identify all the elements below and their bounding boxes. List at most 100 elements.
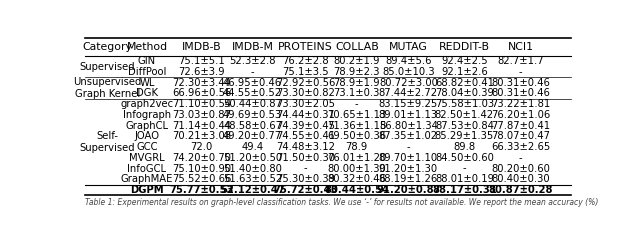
Text: 51.40±0.80: 51.40±0.80 [223, 164, 282, 173]
Text: 87.53±0.84: 87.53±0.84 [435, 121, 494, 131]
Text: IMDB-B: IMDB-B [182, 42, 221, 52]
Text: PROTEINS: PROTEINS [278, 42, 333, 52]
Text: 74.48±3.12: 74.48±3.12 [276, 142, 335, 152]
Text: 72.6±3.9: 72.6±3.9 [178, 67, 225, 77]
Text: 73.30±0.82: 73.30±0.82 [276, 88, 335, 98]
Text: 75.77±0.53: 75.77±0.53 [170, 185, 234, 195]
Text: 71.14±0.44: 71.14±0.44 [172, 121, 231, 131]
Text: IMDB-M: IMDB-M [232, 42, 274, 52]
Text: 89.70±1.10: 89.70±1.10 [379, 153, 438, 163]
Text: 89.4±5.6: 89.4±5.6 [385, 56, 431, 66]
Text: DiffPool: DiffPool [128, 67, 166, 77]
Text: 80.72±3.00: 80.72±3.00 [379, 78, 438, 88]
Text: DGPM: DGPM [130, 185, 164, 195]
Text: 51.20±0.50: 51.20±0.50 [223, 153, 282, 163]
Text: DGK: DGK [136, 88, 158, 98]
Text: 74.39±0.45: 74.39±0.45 [276, 121, 335, 131]
Text: 75.1±3.5: 75.1±3.5 [282, 67, 329, 77]
Text: 88.01±0.19: 88.01±0.19 [435, 174, 494, 184]
Text: 87.35±1.02: 87.35±1.02 [379, 131, 438, 141]
Text: 71.50±0.30: 71.50±0.30 [276, 153, 335, 163]
Text: 66.33±2.65: 66.33±2.65 [491, 142, 550, 152]
Text: 91.20±1.30: 91.20±1.30 [379, 164, 438, 173]
Text: 70.21±3.08: 70.21±3.08 [172, 131, 231, 141]
Text: 73.22±1.81: 73.22±1.81 [491, 99, 550, 109]
Text: -: - [463, 164, 466, 173]
Text: MUTAG: MUTAG [389, 42, 428, 52]
Text: 87.44±2.72: 87.44±2.72 [379, 88, 438, 98]
Text: 74.44±0.31: 74.44±0.31 [276, 110, 335, 120]
Text: 68.82±0.41: 68.82±0.41 [435, 78, 494, 88]
Text: 76.20±1.06: 76.20±1.06 [491, 110, 550, 120]
Text: 44.55±0.52: 44.55±0.52 [223, 88, 282, 98]
Text: 75.58±1.03: 75.58±1.03 [435, 99, 494, 109]
Text: 80.87±0.28: 80.87±0.28 [488, 185, 553, 195]
Text: 78.9±2.3: 78.9±2.3 [333, 67, 380, 77]
Text: 51.63±0.52: 51.63±0.52 [223, 174, 282, 184]
Text: 72.0: 72.0 [190, 142, 212, 152]
Text: graph2vec: graph2vec [120, 99, 173, 109]
Text: 88.17±0.31: 88.17±0.31 [432, 185, 497, 195]
Text: 78.04±0.39: 78.04±0.39 [435, 88, 494, 98]
Text: Infograph: Infograph [123, 110, 171, 120]
Text: 76.2±2.8: 76.2±2.8 [282, 56, 329, 66]
Text: 86.80±1.34: 86.80±1.34 [379, 121, 438, 131]
Text: 49.4: 49.4 [241, 142, 264, 152]
Text: 50.44±0.87: 50.44±0.87 [223, 99, 282, 109]
Text: 88.19±1.26: 88.19±1.26 [379, 174, 438, 184]
Text: COLLAB: COLLAB [335, 42, 379, 52]
Text: 71.10±0.54: 71.10±0.54 [172, 99, 231, 109]
Text: 75.10±0.90: 75.10±0.90 [172, 164, 231, 173]
Text: GraphMAE: GraphMAE [121, 174, 173, 184]
Text: -: - [355, 99, 358, 109]
Text: NCI1: NCI1 [508, 42, 534, 52]
Text: -: - [251, 67, 255, 77]
Text: 85.29±1.35: 85.29±1.35 [435, 131, 494, 141]
Text: 75.30±0.39: 75.30±0.39 [276, 174, 335, 184]
Text: -: - [406, 142, 410, 152]
Text: 46.95±0.46: 46.95±0.46 [223, 78, 282, 88]
Text: -: - [518, 67, 522, 77]
Text: 75.52±0.66: 75.52±0.66 [172, 174, 231, 184]
Text: GraphCL: GraphCL [125, 121, 168, 131]
Text: 78.9±1.9: 78.9±1.9 [333, 78, 380, 88]
Text: 73.30±2.05: 73.30±2.05 [276, 99, 335, 109]
Text: 80.2±1.9: 80.2±1.9 [333, 56, 380, 66]
Text: 74.20±0.70: 74.20±0.70 [172, 153, 231, 163]
Text: 80.31±0.46: 80.31±0.46 [491, 78, 550, 88]
Text: Unsupervised
Graph Kernel: Unsupervised Graph Kernel [73, 77, 141, 99]
Text: 49.69±0.53: 49.69±0.53 [223, 110, 282, 120]
Text: 89.8: 89.8 [453, 142, 476, 152]
Text: 66.96±0.56: 66.96±0.56 [172, 88, 231, 98]
Text: 70.65±1.13: 70.65±1.13 [327, 110, 387, 120]
Text: 92.4±2.5: 92.4±2.5 [441, 56, 488, 66]
Text: 75.1±5.1: 75.1±5.1 [178, 56, 225, 66]
Text: 72.92±0.56: 72.92±0.56 [276, 78, 335, 88]
Text: 80.00±1.30: 80.00±1.30 [328, 164, 386, 173]
Text: 74.55±0.41: 74.55±0.41 [276, 131, 335, 141]
Text: 49.20±0.77: 49.20±0.77 [223, 131, 282, 141]
Text: 80.31±0.46: 80.31±0.46 [491, 88, 550, 98]
Text: 91.20±0.87: 91.20±0.87 [376, 185, 440, 195]
Text: 75.72±0.43: 75.72±0.43 [273, 185, 338, 195]
Text: 73.1±0.3: 73.1±0.3 [333, 88, 380, 98]
Text: GIN: GIN [138, 56, 156, 66]
Text: 69.50±0.36: 69.50±0.36 [327, 131, 387, 141]
Text: Category: Category [83, 42, 132, 52]
Text: Table 1: Experimental results on graph-level classification tasks. We use ‘-’ fo: Table 1: Experimental results on graph-l… [85, 198, 598, 207]
Text: 80.32±0.46: 80.32±0.46 [327, 174, 386, 184]
Text: 72.30±3.44: 72.30±3.44 [172, 78, 231, 88]
Text: 77.87±0.41: 77.87±0.41 [491, 121, 550, 131]
Text: Method: Method [126, 42, 168, 52]
Text: WL: WL [140, 78, 155, 88]
Text: 80.40±0.30: 80.40±0.30 [491, 174, 550, 184]
Text: 73.03±0.87: 73.03±0.87 [172, 110, 231, 120]
Text: -: - [518, 153, 522, 163]
Text: 78.9: 78.9 [346, 142, 368, 152]
Text: 71.36±1.15: 71.36±1.15 [327, 121, 387, 131]
Text: Self-
Supervised: Self- Supervised [79, 131, 135, 153]
Text: 48.58±0.67: 48.58±0.67 [223, 121, 282, 131]
Text: REDDIT-B: REDDIT-B [439, 42, 490, 52]
Text: 76.01±1.20: 76.01±1.20 [327, 153, 387, 163]
Text: 80.44±0.54: 80.44±0.54 [324, 185, 389, 195]
